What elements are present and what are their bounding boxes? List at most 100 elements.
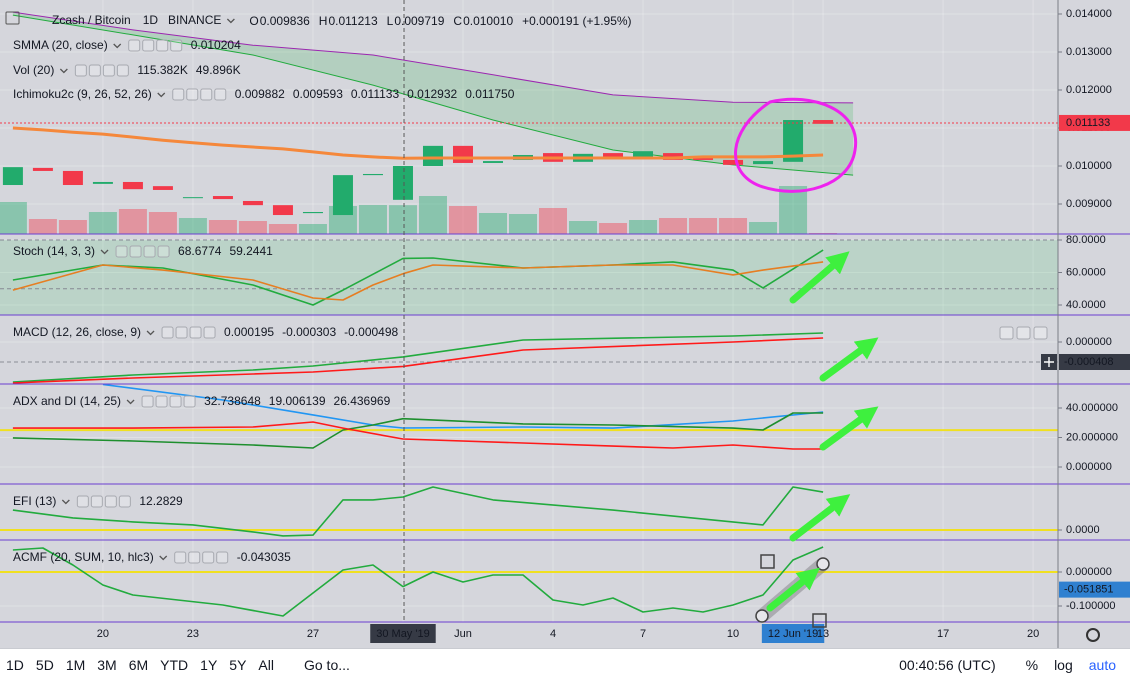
indicator-line [12,486,824,537]
legend-icon [186,88,199,101]
legend-icon [161,326,174,339]
legend-icon [116,64,129,77]
range-buttons: 1D 5D 1M 3M 6M YTD 1Y 5Y All [0,657,280,673]
legend-icon [203,326,216,339]
legend-menu-icon [146,330,155,336]
legend-icon [174,551,187,564]
legend-value: -0.043035 [237,550,291,564]
legend-title: ACMF (20, SUM, 10, hlc3) [13,550,154,564]
x-tick-label: 30 May '19 [376,628,429,640]
candle [693,158,714,160]
volume-bar [629,220,658,234]
legend-icon [76,495,89,508]
range-button[interactable]: 3M [97,657,117,673]
x-tick-label: 12 Jun '19 [768,628,818,640]
y-tick-label: 40.000000 [1066,402,1118,414]
legend-menu-icon [157,92,166,98]
indicator-line [12,337,824,384]
legend-value: 0.011133 [351,87,400,101]
quote-change: +0.000191 (+1.95%) [522,14,631,28]
legend-title: Ichimoku2c (9, 26, 52, 26) [13,87,152,101]
quote-value: 0.010010 [463,14,513,28]
range-button[interactable]: 5Y [229,657,247,673]
candle [813,120,834,124]
candle [302,211,323,214]
volume-bar [569,221,598,234]
legend-menu-icon [100,249,109,255]
legend-icon [157,245,170,258]
x-tick-label: 7 [640,628,646,640]
goto-button[interactable]: Go to... [303,657,350,673]
range-button[interactable]: 1Y [200,657,218,673]
legend-value: 12.2829 [139,494,183,508]
range-button[interactable]: 5D [35,657,54,673]
quote-value: 0.011213 [328,14,377,28]
y-tick-label: 0.010000 [1066,160,1112,172]
y-tick-label: 40.0000 [1066,299,1106,311]
legend-value: 0.011750 [465,87,514,101]
annotation-arrow [766,567,820,612]
legend-icon [141,395,154,408]
crosshair-add-icon [1044,357,1054,367]
range-button[interactable]: 1D [6,657,24,673]
quote-value: 0.009836 [260,14,310,28]
legend-icon [200,88,213,101]
indicator-line [12,546,824,617]
drawing-handle [816,557,830,571]
clock: 00:40:56 (UTC) [899,657,996,673]
volume-bar [298,224,327,234]
interval: 1D [143,13,159,27]
y-tick-label: 0.0000 [1066,524,1100,536]
range-button[interactable]: 1M [65,657,86,673]
pane-button [1016,326,1031,340]
candle [152,186,173,190]
range-button[interactable]: All [258,657,274,673]
volume-bar [358,205,387,234]
candle [753,161,774,165]
candle [32,167,53,171]
legend-value: 19.006139 [269,394,326,408]
cloud-lower-line [12,14,854,176]
scale-option[interactable]: auto [1088,657,1116,673]
legend-value: -0.000303 [282,325,336,339]
bottom-toolbar: 1D 5D 1M 3M 6M YTD 1Y 5Y All Go to... 00:40:56 (… [0,648,1130,681]
candle [212,196,233,200]
y-tick-label: 0.014000 [1066,8,1112,20]
volume-bar [719,218,748,234]
volume-bar [689,218,718,234]
cloud-fill [12,12,854,176]
quote-key: C [453,14,462,28]
legend-menu-icon [61,499,70,505]
scale-option[interactable]: log [1054,657,1073,673]
x-tick-label: Jun [454,628,472,640]
volume-bar [478,213,507,234]
legend-icon [74,64,87,77]
y-tick-label: 0.000000 [1066,461,1112,473]
legend-icon [156,39,169,52]
legend-menu-icon [159,555,168,561]
volume-bar [0,202,27,234]
candle [633,151,654,157]
candle [2,167,23,186]
volume-bar [208,220,237,234]
legend-value: 0.000195 [224,325,274,339]
candle [62,170,83,186]
annotation-arrow [819,406,879,451]
smma-line [12,126,824,160]
x-tick-label: 20 [1027,628,1039,640]
legend-icon [118,495,131,508]
scale-option[interactable]: % [1025,657,1039,673]
volume-bar [388,205,417,234]
x-tick-box [761,624,825,643]
legend-title: Vol (20) [13,63,54,77]
annotation-arrow [819,337,879,382]
legend-value: 68.6774 [178,244,222,258]
volume-bar [659,218,688,234]
pane-button [1033,326,1048,340]
range-button[interactable]: 6M [128,657,149,673]
range-button[interactable]: YTD [160,657,189,673]
chart-title: Zcash / Bitcoin [52,13,131,27]
volume-bar [118,209,147,234]
symbol-menu-icon [226,18,235,24]
chart: 0.0140000.0130000.0120000.0110000.010000… [0,0,1130,648]
